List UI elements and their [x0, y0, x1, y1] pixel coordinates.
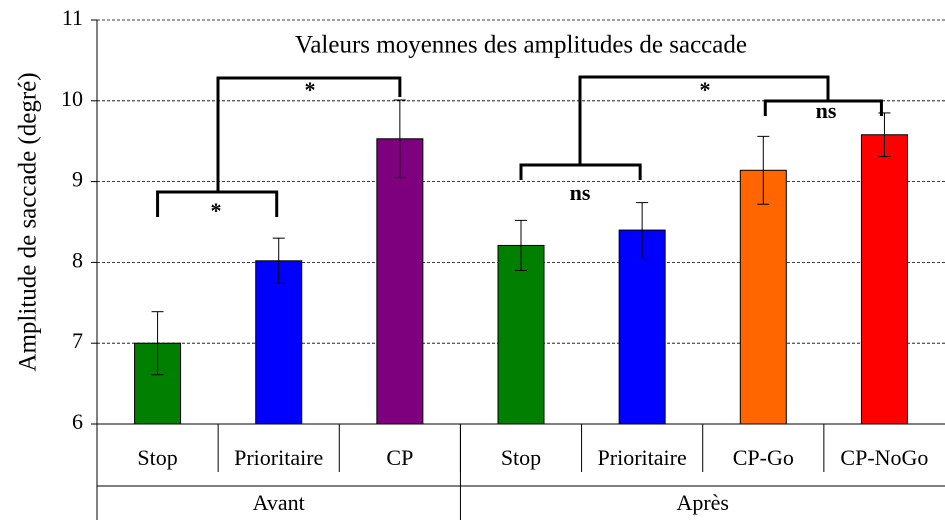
x-tick-label: CP-NoGo [840, 445, 928, 470]
significance-label: ns [816, 98, 837, 123]
x-tick-label: Prioritaire [598, 445, 687, 470]
significance-label: * [305, 77, 316, 102]
y-tick-label: 11 [62, 5, 83, 30]
significance-bracket [578, 75, 830, 165]
x-tick-label: CP [386, 445, 413, 470]
error-bar [515, 219, 527, 271]
significance-bracket [763, 99, 883, 116]
y-tick-label: 8 [72, 247, 83, 272]
bar [860, 134, 908, 425]
y-axis-label: Amplitude de saccade (degré) [15, 72, 42, 371]
significance-label: ns [570, 180, 591, 205]
chart-title: Valeurs moyennes des amplitudes de sacca… [295, 32, 747, 59]
y-tick-label: 7 [72, 328, 83, 353]
y-tick-label: 10 [61, 86, 83, 111]
error-bar [272, 237, 285, 284]
x-tick-label: CP-Go [733, 445, 794, 470]
bar [376, 138, 424, 425]
error-bar [636, 202, 649, 259]
significance-label: * [700, 77, 711, 102]
y-tick-label: 9 [72, 167, 83, 192]
bar [255, 260, 303, 425]
group-label: Après [676, 490, 729, 515]
group-label: Avant [253, 490, 305, 515]
error-bar [757, 135, 770, 205]
error-bar [151, 311, 164, 376]
bar [618, 229, 666, 425]
y-tick-label: 6 [72, 409, 83, 434]
x-tick-label: Stop [501, 445, 541, 470]
x-tick-label: Stop [137, 445, 177, 470]
significance-label: * [211, 198, 222, 223]
x-tick-label: Prioritaire [234, 445, 323, 470]
significance-bracket [216, 76, 402, 192]
error-bar [393, 99, 406, 179]
significance-bracket [519, 163, 642, 180]
bar [739, 169, 787, 425]
bar [497, 244, 545, 425]
